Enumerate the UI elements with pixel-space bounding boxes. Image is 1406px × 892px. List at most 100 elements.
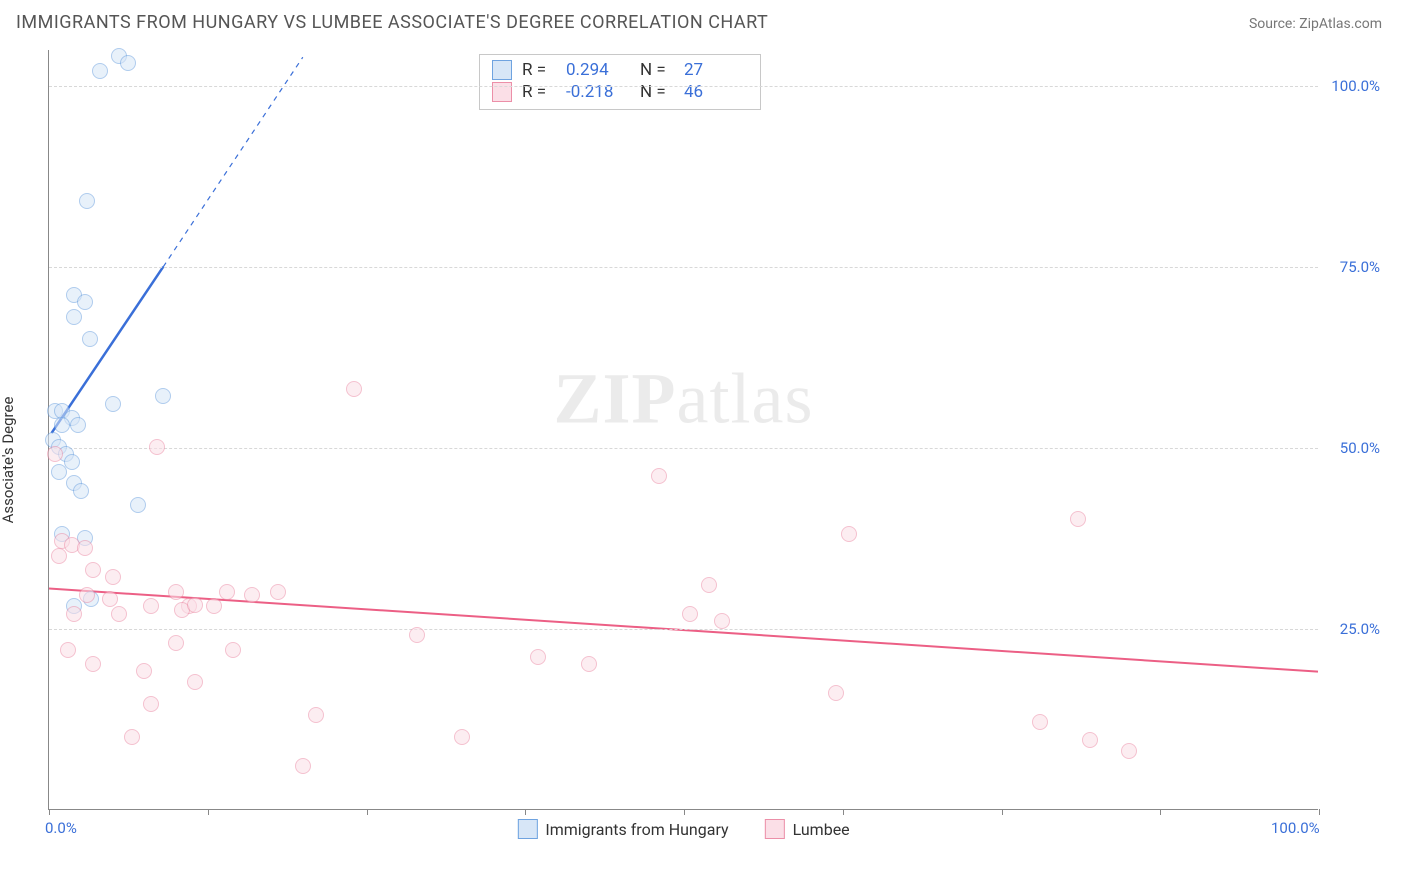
data-point — [701, 577, 717, 593]
n-label: N = — [640, 60, 674, 80]
y-tick-label: 25.0% — [1340, 620, 1380, 638]
data-point — [111, 606, 127, 622]
x-tick — [367, 809, 368, 815]
x-tick — [1319, 809, 1320, 815]
data-point — [270, 584, 286, 600]
data-point — [346, 381, 362, 397]
data-point — [206, 598, 222, 614]
source-link[interactable]: ZipAtlas.com — [1299, 16, 1382, 32]
data-point — [143, 598, 159, 614]
legend-series: Immigrants from Hungary Lumbee — [517, 819, 849, 839]
y-tick-label: 100.0% — [1331, 77, 1380, 95]
x-tick — [49, 809, 50, 815]
x-tick — [525, 809, 526, 815]
data-point — [70, 417, 86, 433]
x-tick-label: 100.0% — [1271, 819, 1320, 837]
data-point — [66, 606, 82, 622]
source-credit: Source: ZipAtlas.com — [1249, 16, 1382, 32]
data-point — [105, 396, 121, 412]
data-point — [1032, 714, 1048, 730]
swatch-icon — [517, 819, 537, 839]
data-point — [124, 729, 140, 745]
data-point — [168, 635, 184, 651]
data-point — [102, 591, 118, 607]
data-point — [77, 294, 93, 310]
data-point — [82, 331, 98, 347]
data-point — [841, 526, 857, 542]
data-point — [155, 388, 171, 404]
data-point — [143, 696, 159, 712]
r-label: R = — [522, 60, 556, 80]
data-point — [66, 309, 82, 325]
legend-stats-row-1: R = -0.218 N = 46 — [492, 81, 748, 103]
data-point — [581, 656, 597, 672]
data-point — [530, 649, 546, 665]
data-point — [828, 685, 844, 701]
x-tick-label: 0.0% — [45, 819, 77, 837]
data-point — [187, 674, 203, 690]
data-point — [1070, 511, 1086, 527]
data-point — [47, 446, 63, 462]
data-point — [92, 63, 108, 79]
x-tick — [1160, 809, 1161, 815]
data-point — [85, 656, 101, 672]
data-point — [79, 587, 95, 603]
r-label: R = — [522, 82, 556, 102]
data-point — [244, 587, 260, 603]
data-point — [136, 663, 152, 679]
data-point — [454, 729, 470, 745]
source-prefix: Source: — [1249, 16, 1299, 32]
swatch-icon — [765, 819, 785, 839]
data-point — [130, 497, 146, 513]
legend-stats: R = 0.294 N = 27 R = -0.218 N = 46 — [479, 54, 761, 110]
data-point — [187, 597, 203, 613]
gridline — [49, 267, 1318, 268]
data-point — [73, 483, 89, 499]
y-axis-label: Associate's Degree — [0, 397, 17, 524]
x-tick — [1002, 809, 1003, 815]
swatch-icon — [492, 60, 512, 80]
header: IMMIGRANTS FROM HUNGARY VS LUMBEE ASSOCI… — [0, 0, 1406, 41]
trend-lines — [49, 50, 1318, 809]
y-tick-label: 75.0% — [1340, 258, 1380, 276]
r-value-0: 0.294 — [566, 60, 630, 80]
legend-label-0: Immigrants from Hungary — [545, 820, 728, 839]
gridline — [49, 448, 1318, 449]
gridline — [49, 86, 1318, 87]
data-point — [168, 584, 184, 600]
data-point — [295, 758, 311, 774]
data-point — [64, 454, 80, 470]
data-point — [79, 193, 95, 209]
legend-stats-row-0: R = 0.294 N = 27 — [492, 59, 748, 81]
data-point — [1121, 743, 1137, 759]
data-point — [651, 468, 667, 484]
y-tick-label: 50.0% — [1340, 439, 1380, 457]
data-point — [85, 562, 101, 578]
n-value-0: 27 — [684, 60, 748, 80]
gridline — [49, 629, 1318, 630]
data-point — [120, 55, 136, 71]
data-point — [51, 548, 67, 564]
data-point — [54, 417, 70, 433]
data-point — [60, 642, 76, 658]
swatch-icon — [492, 82, 512, 102]
x-tick — [208, 809, 209, 815]
data-point — [51, 464, 67, 480]
scatter-plot: ZIPatlas R = 0.294 N = 27 R = -0.218 N =… — [48, 50, 1318, 810]
data-point — [409, 627, 425, 643]
data-point — [77, 540, 93, 556]
data-point — [1082, 732, 1098, 748]
n-label: N = — [640, 82, 674, 102]
data-point — [219, 584, 235, 600]
chart-container: Associate's Degree ZIPatlas R = 0.294 N … — [16, 50, 1390, 870]
data-point — [682, 606, 698, 622]
x-tick — [843, 809, 844, 815]
data-point — [308, 707, 324, 723]
x-tick — [684, 809, 685, 815]
page-title: IMMIGRANTS FROM HUNGARY VS LUMBEE ASSOCI… — [16, 12, 768, 33]
n-value-1: 46 — [684, 82, 748, 102]
data-point — [714, 613, 730, 629]
data-point — [105, 569, 121, 585]
data-point — [225, 642, 241, 658]
legend-item-1: Lumbee — [765, 819, 850, 839]
